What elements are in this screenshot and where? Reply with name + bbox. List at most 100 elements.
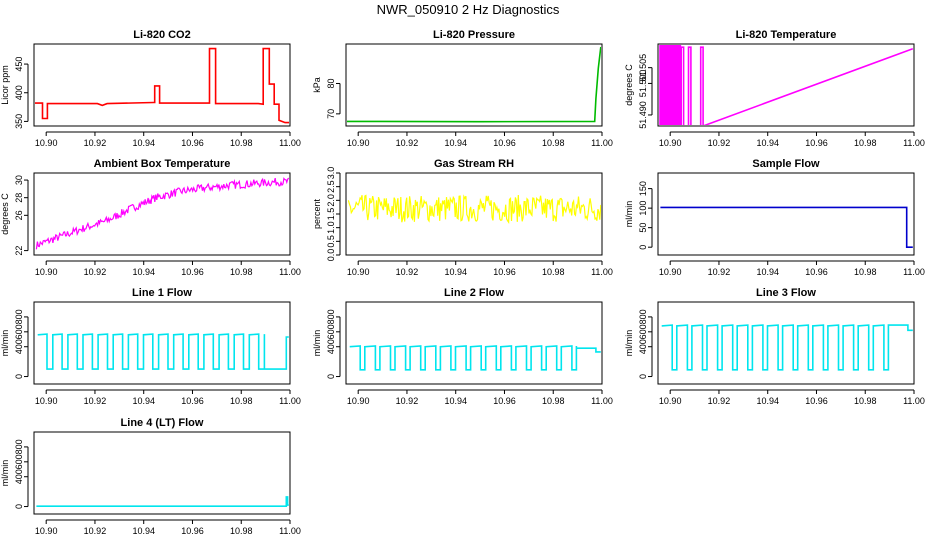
chart-panel-7: Line 1 Flow 10.90 10.92 10.94 10.96 10.98 11.0… xyxy=(0,287,301,406)
y-axis-label: ml/min xyxy=(624,201,634,228)
y-axis-label: degrees C xyxy=(0,193,10,235)
y-tick-label: 0 xyxy=(14,504,24,509)
y-tick-label: 800 xyxy=(14,309,24,324)
chart-title: Ambient Box Temperature xyxy=(94,158,231,170)
x-tick-label: 10.98 xyxy=(542,138,565,148)
y-tick-label: 30 xyxy=(14,175,24,185)
y-tick-label: 100 xyxy=(638,201,648,216)
x-tick-label: 10.96 xyxy=(493,396,516,406)
figure-title: NWR_050910 2 Hz Diagnostics xyxy=(377,2,560,17)
x-tick-label: 11.00 xyxy=(903,267,925,277)
x-tick-label: 10.96 xyxy=(805,267,828,277)
plot-frame xyxy=(33,431,291,515)
y-tick-label: 400 xyxy=(14,469,24,484)
x-tick-label: 10.92 xyxy=(708,138,731,148)
y-tick-label: 350 xyxy=(14,114,24,129)
x-tick-label: 10.92 xyxy=(84,267,107,277)
y-tick-label: 600 xyxy=(14,454,24,469)
y-tick-label: 3.0 xyxy=(326,167,336,180)
x-tick-label: 10.92 xyxy=(84,526,107,536)
series-band xyxy=(659,45,682,125)
series-line-1 xyxy=(680,46,913,125)
x-tick-label: 10.98 xyxy=(230,526,253,536)
x-tick-label: 10.98 xyxy=(854,396,877,406)
chart-panel-9: Line 3 Flow 10.90 10.92 10.94 10.96 10.98 11.0… xyxy=(624,287,925,406)
y-tick-label: 0.5 xyxy=(326,235,336,248)
y-tick-label: 400 xyxy=(14,339,24,354)
y-tick-label: 2.0 xyxy=(326,194,336,207)
y-tick-label: 150 xyxy=(638,181,648,196)
y-tick-label: 0 xyxy=(326,374,336,379)
x-tick-label: 10.90 xyxy=(659,396,682,406)
x-tick-label: 10.96 xyxy=(181,267,204,277)
chart-panel-10: Line 4 (LT) Flow 10.90 10.92 10.94 10.96 10.9… xyxy=(0,417,301,536)
y-tick-label: 1.0 xyxy=(326,221,336,234)
x-tick-label: 10.90 xyxy=(659,138,682,148)
y-axis-label: Licor ppm xyxy=(0,65,10,105)
series-line-1 xyxy=(347,194,601,224)
series-line-1 xyxy=(347,46,601,123)
y-axis-label: ml/min xyxy=(312,330,322,357)
y-tick-label: 0 xyxy=(638,245,648,250)
plot-frame xyxy=(33,172,291,256)
chart-title: Li-820 Temperature xyxy=(736,29,837,41)
y-axis-label: degrees C xyxy=(624,64,634,106)
plot-frame xyxy=(345,172,603,256)
chart-panel-4: Ambient Box Temperature 10.90 10.92 10.94 10… xyxy=(0,158,301,277)
x-tick-label: 10.96 xyxy=(493,267,516,277)
chart-panel-2: Li-820 Pressure 10.90 10.92 10.94 10.96 10.98… xyxy=(312,29,613,148)
x-tick-label: 10.90 xyxy=(35,267,58,277)
y-tick-label: 600 xyxy=(14,324,24,339)
chart-title: Line 2 Flow xyxy=(444,287,504,299)
x-tick-label: 10.94 xyxy=(444,267,467,277)
y-tick-label: 400 xyxy=(638,339,648,354)
x-tick-label: 11.00 xyxy=(903,396,925,406)
plot-frame xyxy=(657,301,915,385)
y-tick-label: 51.500 xyxy=(638,70,648,98)
x-tick-label: 10.94 xyxy=(132,267,155,277)
plot-frame xyxy=(657,172,915,256)
x-tick-label: 11.00 xyxy=(591,138,613,148)
x-tick-label: 11.00 xyxy=(903,138,925,148)
x-tick-label: 10.92 xyxy=(708,396,731,406)
y-tick-label: 450 xyxy=(14,57,24,72)
y-tick-label: 1.5 xyxy=(326,208,336,221)
y-tick-label: 0 xyxy=(14,374,24,379)
y-axis-label: ml/min xyxy=(0,330,10,357)
x-tick-label: 10.92 xyxy=(396,267,419,277)
y-tick-label: 400 xyxy=(14,85,24,100)
series-line-1 xyxy=(661,324,913,371)
y-tick-label: 800 xyxy=(326,309,336,324)
chart-panel-6: Sample Flow 10.90 10.92 10.94 10.96 10.98 11.0… xyxy=(624,158,925,277)
y-tick-label: 51.505 xyxy=(638,54,648,82)
plot-frame xyxy=(657,43,915,127)
x-tick-label: 10.94 xyxy=(756,138,779,148)
x-tick-label: 10.94 xyxy=(132,138,155,148)
y-tick-label: 2.5 xyxy=(326,180,336,193)
y-tick-label: 22 xyxy=(14,246,24,256)
y-tick-label: 0.0 xyxy=(326,249,336,262)
series-line-1 xyxy=(36,496,289,507)
series-line-1 xyxy=(35,47,289,124)
x-tick-label: 10.94 xyxy=(132,396,155,406)
x-tick-label: 10.96 xyxy=(181,138,204,148)
y-tick-label: 28 xyxy=(14,193,24,203)
x-tick-label: 10.90 xyxy=(347,138,370,148)
x-tick-label: 10.98 xyxy=(230,396,253,406)
x-tick-label: 10.90 xyxy=(347,396,370,406)
chart-title: Line 4 (LT) Flow xyxy=(121,417,204,429)
x-tick-label: 10.94 xyxy=(132,526,155,536)
y-tick-label: 600 xyxy=(326,324,336,339)
chart-title: Li-820 CO2 xyxy=(133,29,190,41)
chart-title: Li-820 Pressure xyxy=(433,29,515,41)
x-tick-label: 10.94 xyxy=(756,267,779,277)
series-line-1 xyxy=(35,177,289,250)
y-axis-label: ml/min xyxy=(0,460,10,487)
x-tick-label: 10.92 xyxy=(396,138,419,148)
y-axis-label: ml/min xyxy=(624,330,634,357)
x-tick-label: 10.98 xyxy=(854,138,877,148)
plot-frame xyxy=(33,43,291,127)
chart-panel-5: Gas Stream RH 10.90 10.92 10.94 10.96 10.98 11… xyxy=(312,158,613,277)
chart-title: Line 1 Flow xyxy=(132,287,192,299)
x-tick-label: 10.90 xyxy=(35,138,58,148)
